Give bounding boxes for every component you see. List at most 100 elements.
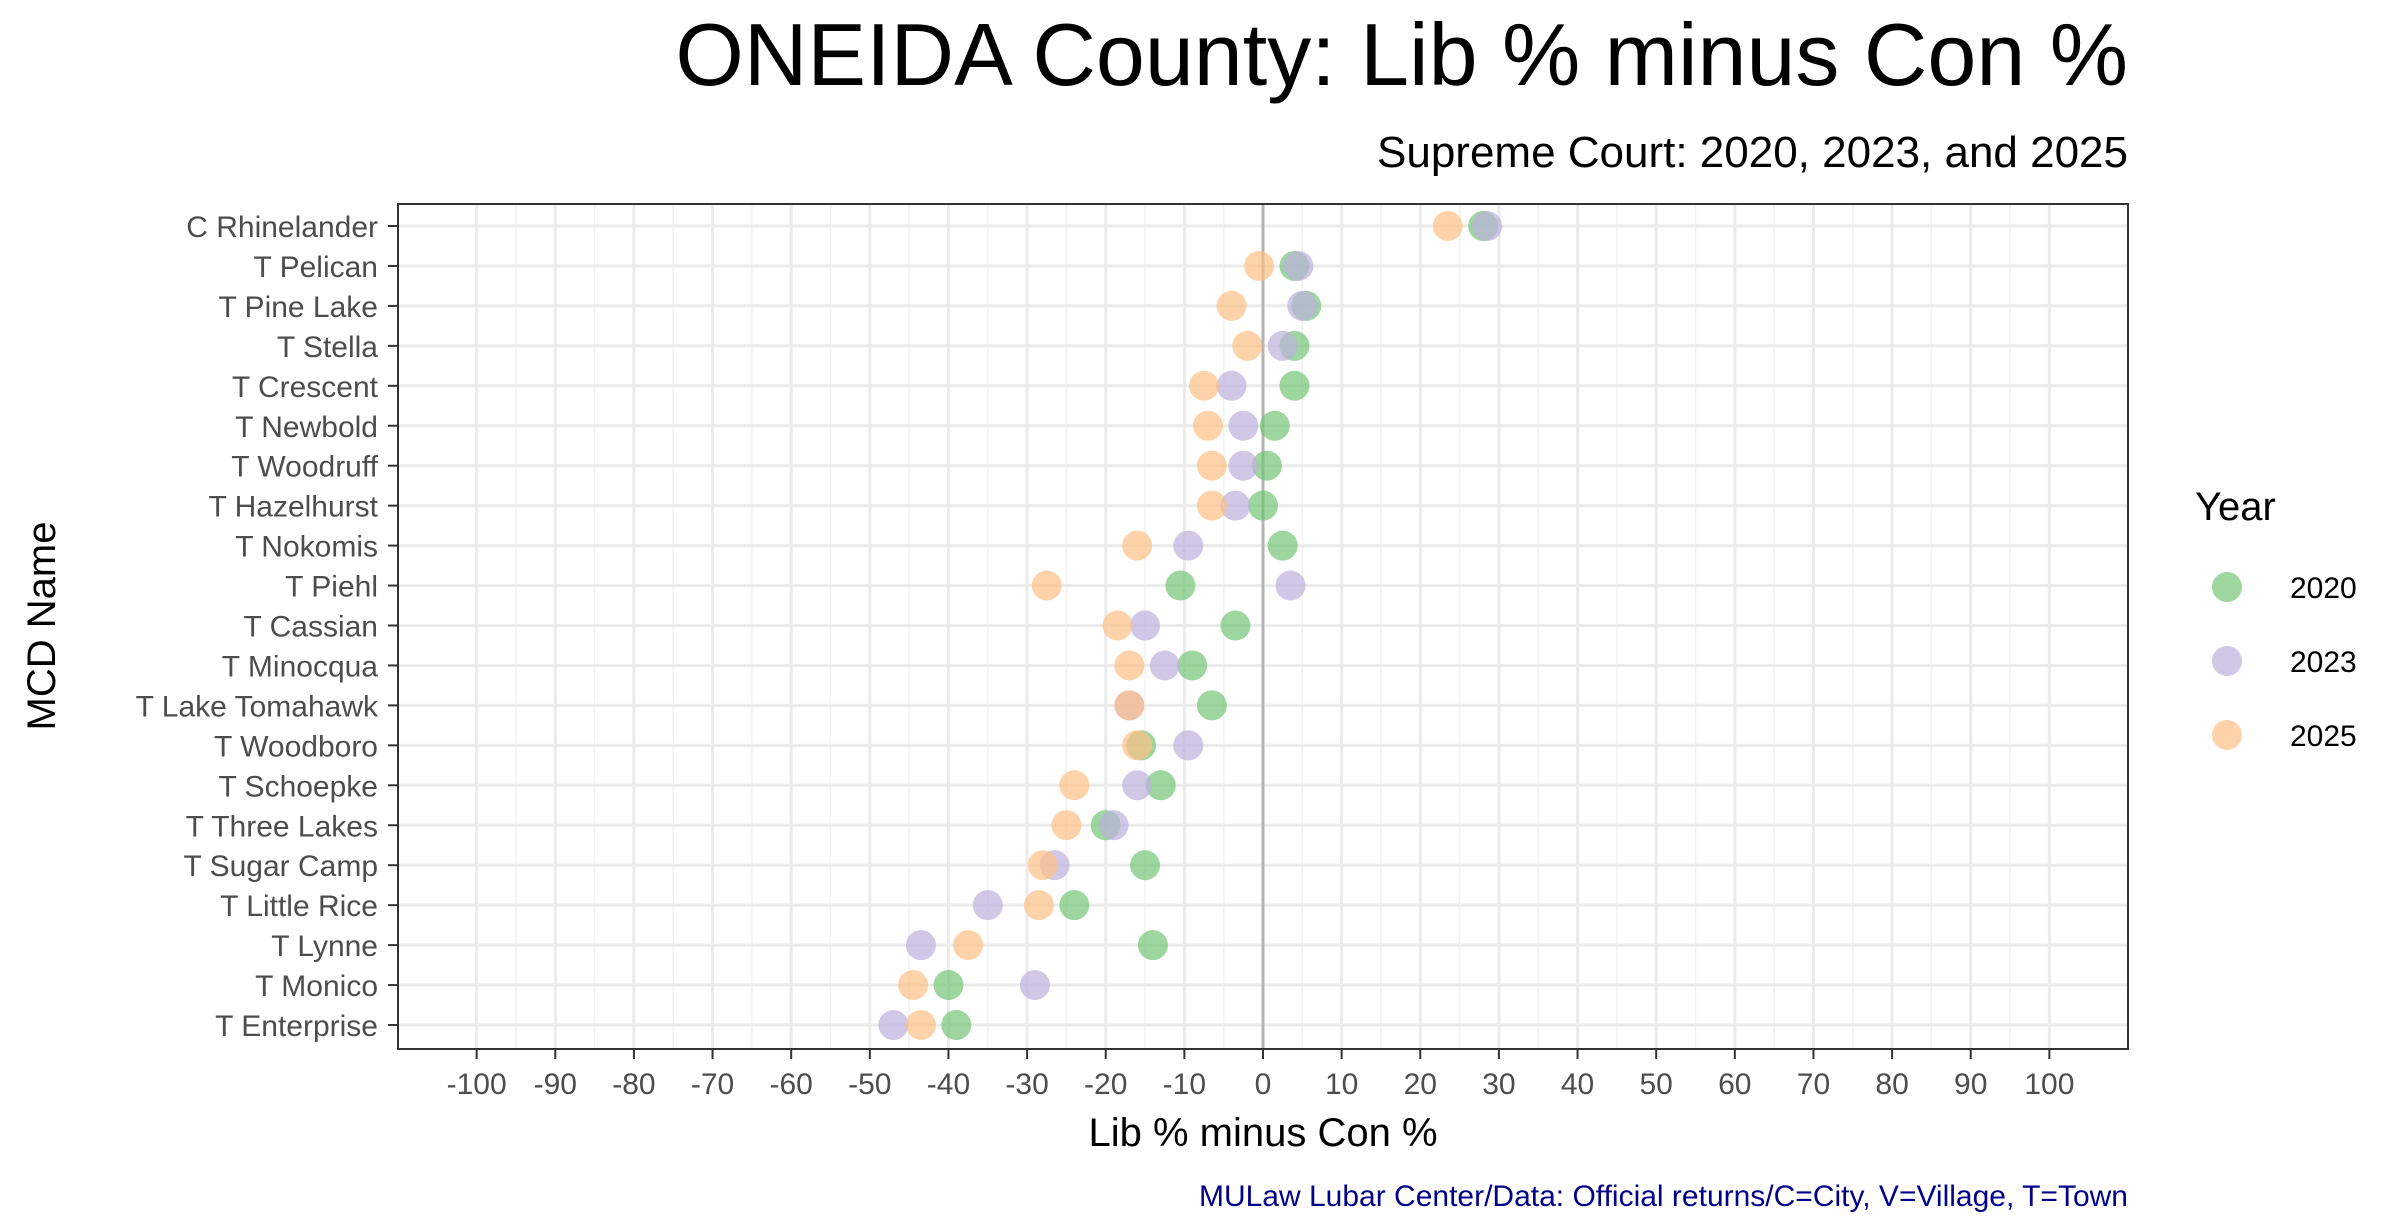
x-tick-label: -90 [534, 1068, 577, 1101]
point-2025 [1031, 570, 1062, 601]
x-tick-label: 30 [1482, 1068, 1515, 1101]
y-tick-label: T Hazelhurst [208, 491, 378, 524]
point-2023 [1287, 290, 1318, 321]
point-2023 [1228, 450, 1259, 481]
point-2023 [905, 930, 936, 961]
x-axis-title: Lib % minus Con % [1088, 1111, 1437, 1155]
point-2025 [1102, 610, 1133, 641]
y-tick-label: T Cassian [243, 611, 378, 644]
point-2023 [1228, 410, 1259, 441]
y-tick-label: T Woodboro [214, 730, 378, 763]
point-2025 [1114, 650, 1145, 681]
legend-label: 2023 [2290, 646, 2357, 679]
point-2023 [1122, 770, 1153, 801]
y-tick-label: T Enterprise [215, 1010, 378, 1043]
x-tick-label: -70 [691, 1068, 734, 1101]
point-2025 [1232, 330, 1263, 361]
point-2025 [1059, 770, 1090, 801]
point-2025 [1216, 290, 1247, 321]
point-2020 [1220, 610, 1251, 641]
point-2023 [1149, 650, 1180, 681]
y-tick-label: T Three Lakes [186, 810, 378, 843]
point-2020 [1059, 890, 1090, 921]
y-tick-label: T Schoepke [218, 770, 378, 803]
point-2023 [972, 890, 1003, 921]
caption: MULaw Lubar Center/Data: Official return… [1199, 1180, 2128, 1213]
point-2020 [1259, 410, 1290, 441]
x-tick-label: 80 [1875, 1068, 1908, 1101]
point-2020 [1165, 570, 1196, 601]
x-tick-label: 20 [1404, 1068, 1437, 1101]
x-tick-label: -60 [770, 1068, 813, 1101]
x-tick-label: 50 [1639, 1068, 1672, 1101]
point-2020 [1251, 450, 1282, 481]
legend-label: 2025 [2290, 720, 2357, 753]
point-2023 [1173, 730, 1204, 761]
x-tick-label: -30 [1005, 1068, 1048, 1101]
point-2020 [941, 1010, 972, 1040]
y-tick-label: C Rhinelander [186, 211, 378, 244]
point-2025 [1122, 730, 1153, 761]
point-2025 [1432, 211, 1463, 241]
point-2023 [1216, 370, 1247, 401]
x-tick-label: 100 [2024, 1068, 2074, 1101]
y-tick-label: T Piehl [285, 571, 378, 604]
x-axis: -100 -90 -80 -70 -60 -50 -40 -30 -20 -10 0 10 20 30 40… [447, 1049, 2074, 1101]
x-tick-label: 10 [1325, 1068, 1358, 1101]
y-tick-label: T Lake Tomahawk [136, 690, 379, 723]
point-2023 [1098, 810, 1129, 841]
legend-key-2020 [2212, 572, 2242, 602]
x-tick-label: -40 [927, 1068, 970, 1101]
x-tick-label: 70 [1797, 1068, 1830, 1101]
x-tick-label: 0 [1255, 1068, 1272, 1101]
y-tick-label: T Minocqua [222, 650, 379, 683]
y-tick-label: T Newbold [235, 411, 378, 444]
x-tick-label: -100 [447, 1068, 507, 1101]
point-2023 [1130, 610, 1161, 641]
legend-key-2023 [2212, 646, 2242, 676]
point-2025 [1051, 810, 1082, 841]
chart-title: ONEIDA County: Lib % minus Con % [675, 5, 2128, 104]
y-tick-label: T Sugar Camp [183, 850, 378, 883]
point-2025 [898, 970, 929, 1001]
point-2020 [1145, 770, 1176, 801]
x-tick-label: -50 [848, 1068, 891, 1101]
point-2020 [1137, 930, 1168, 961]
y-axis-title: MCD Name [20, 522, 64, 731]
x-tick-label: 40 [1561, 1068, 1594, 1101]
point-2025 [905, 1010, 936, 1040]
y-tick-label: T Nokomis [235, 531, 378, 564]
point-2025 [953, 930, 984, 961]
point-2020 [1267, 530, 1298, 561]
chart-subtitle: Supreme Court: 2020, 2023, and 2025 [1377, 128, 2128, 177]
x-tick-label: 60 [1718, 1068, 1751, 1101]
point-2025 [1192, 410, 1223, 441]
point-2020 [1279, 370, 1310, 401]
point-2025 [1027, 850, 1058, 881]
point-2023 [1267, 330, 1298, 361]
y-tick-label: T Lynne [271, 930, 378, 963]
point-2023 [1275, 570, 1306, 601]
point-2025 [1023, 890, 1054, 921]
point-2023 [878, 1010, 909, 1040]
point-2020 [933, 970, 964, 1001]
point-2025 [1122, 530, 1153, 561]
point-2020 [1177, 650, 1208, 681]
point-2023 [1283, 250, 1314, 281]
point-2023 [1220, 490, 1251, 521]
legend-label: 2020 [2290, 572, 2357, 605]
point-2020 [1130, 850, 1161, 881]
point-2020 [1248, 490, 1278, 521]
point-2025 [1196, 490, 1227, 521]
legend: Year 2020 2023 2025 [2195, 485, 2357, 753]
y-tick-label: T Monico [255, 970, 378, 1003]
y-tick-label: T Stella [277, 331, 378, 364]
point-2025 [1114, 690, 1145, 721]
y-tick-label: T Pine Lake [218, 291, 378, 324]
x-tick-label: -80 [612, 1068, 655, 1101]
y-tick-label: T Little Rice [220, 890, 378, 923]
point-2023 [1019, 970, 1050, 1001]
legend-title: Year [2195, 485, 2276, 529]
point-2023 [1173, 530, 1204, 561]
